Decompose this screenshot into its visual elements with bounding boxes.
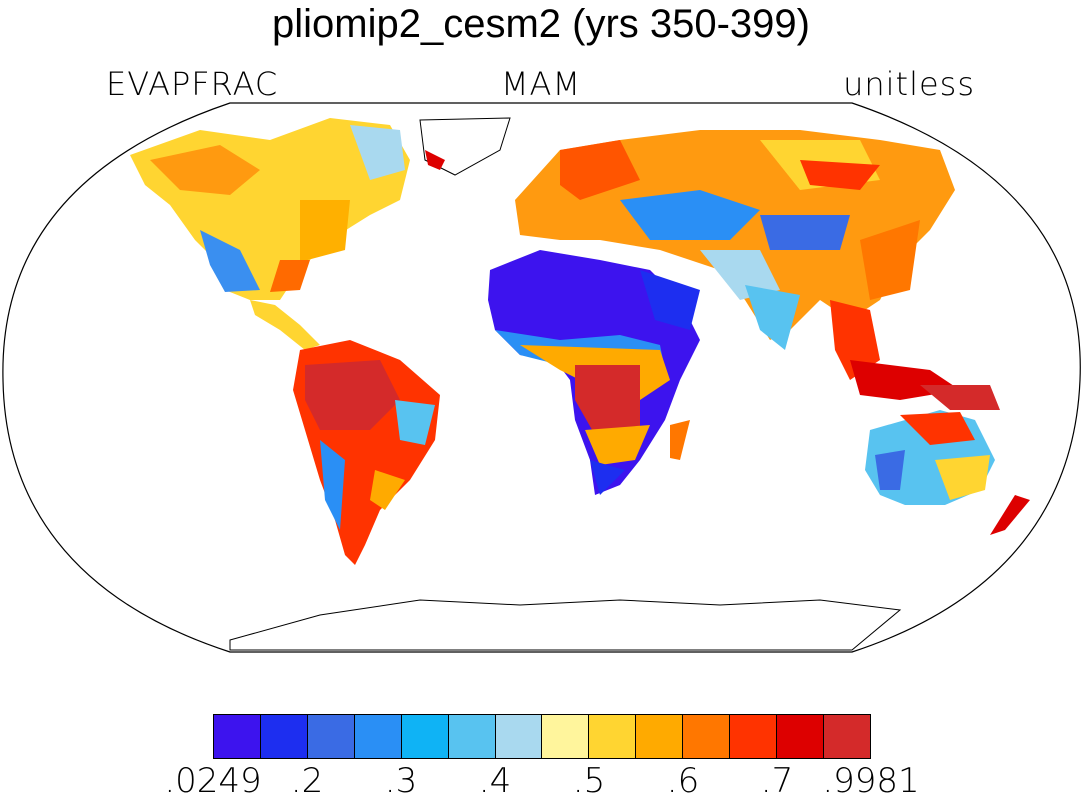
colorbar-swatch [354,715,402,758]
season-label: MAM [500,65,582,103]
colorbar-label: .5 [572,761,606,801]
colorbar-swatch [307,715,355,758]
units-label: unitless [843,65,975,103]
colorbar-swatch [448,715,496,758]
colorbar-swatch [542,715,590,758]
colorbar-label: .2 [290,761,324,801]
colorbar-swatch [214,715,261,758]
colorbar-swatch [495,715,543,758]
colorbar-label: .7 [760,761,794,801]
colorbar [213,714,871,759]
colorbar-label: .3 [384,761,418,801]
antarctica [229,599,902,651]
colorbar-swatch [260,715,308,758]
colorbar-swatch [589,715,637,758]
colorbar-swatch [777,715,824,758]
colorbar-label: .4 [478,761,512,801]
colorbar-swatch [401,715,449,758]
map-boundary [2,102,1081,653]
colorbar-label: .0249 [164,761,262,801]
variable-label: EVAPFRAC [106,65,279,103]
colorbar-label: .6 [666,761,700,801]
map-title: pliomip2_cesm2 (yrs 350-399) [271,2,810,46]
colorbar-swatch [636,715,684,758]
colorbar-swatch [823,715,870,758]
colorbar-swatch [683,715,731,758]
colorbar-swatch [730,715,778,758]
colorbar-label: .9981 [822,761,920,801]
